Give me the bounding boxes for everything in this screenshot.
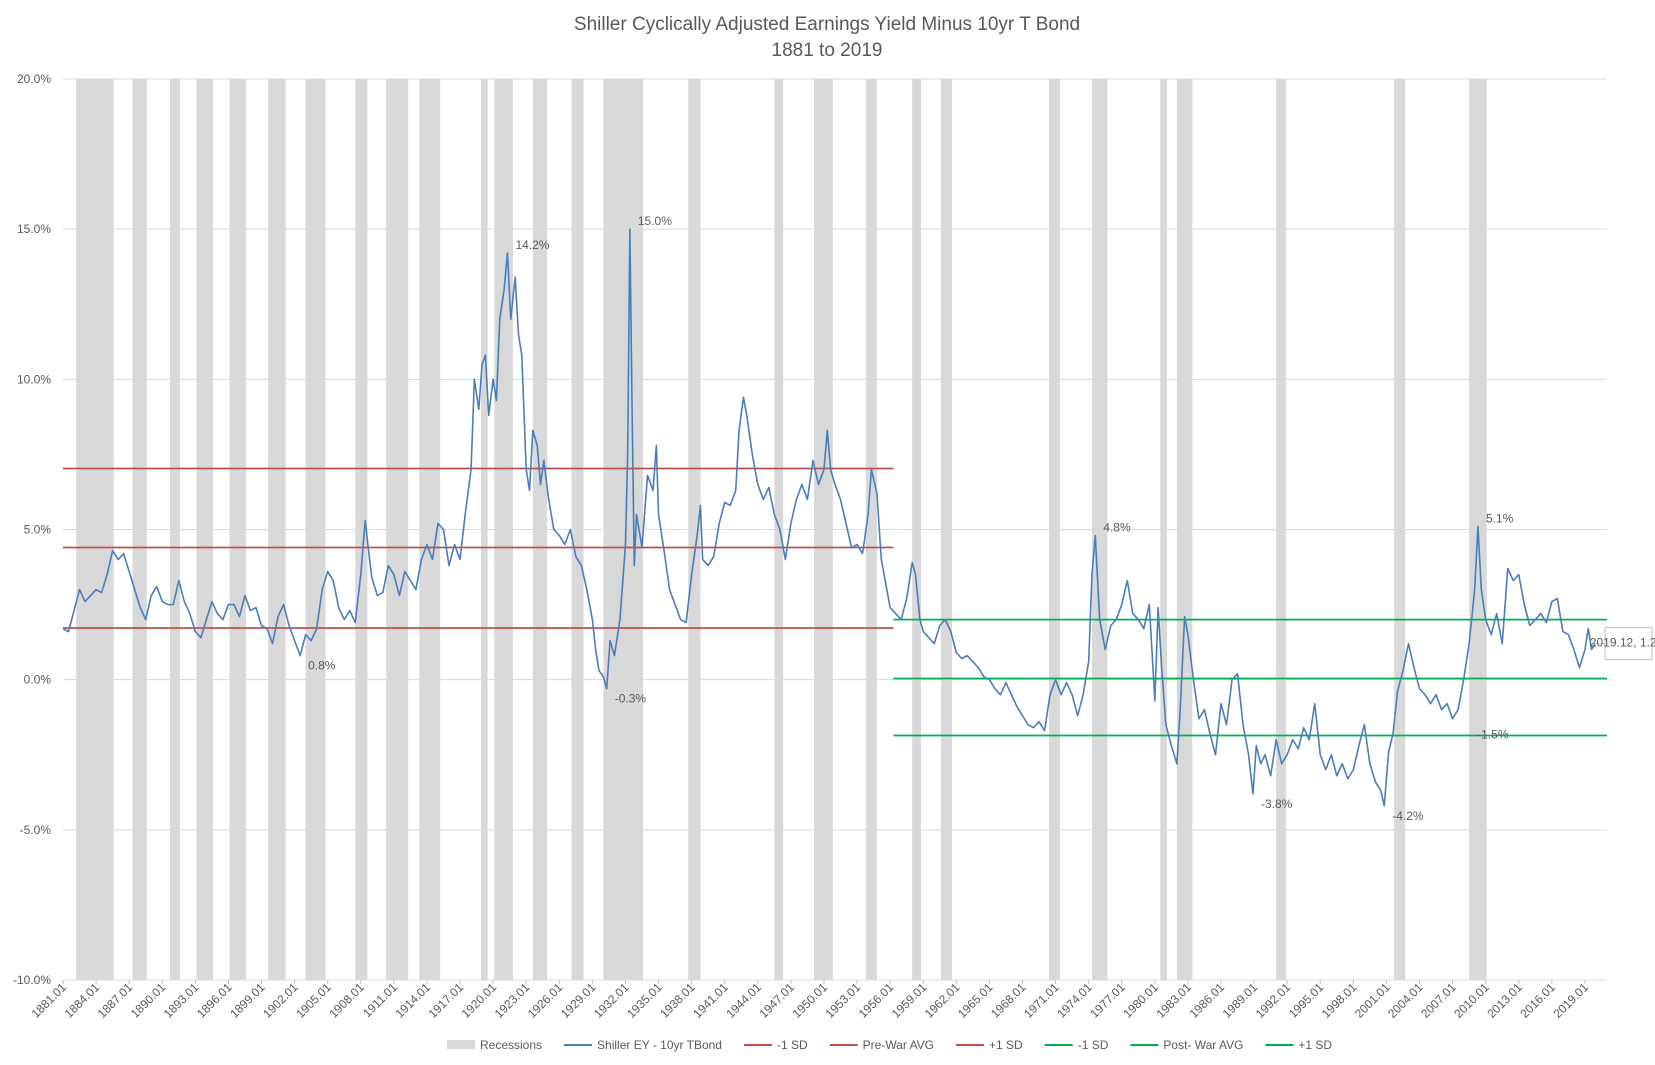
chart-title: Shiller Cyclically Adjusted Earnings Yie… [574, 14, 1080, 35]
x-tick-label: 1953.01 [823, 980, 864, 1021]
x-tick-label: 1914.01 [392, 980, 433, 1021]
x-tick-label: 1962.01 [922, 980, 963, 1021]
data-label: 14.2% [515, 238, 549, 252]
x-tick-label: 2013.01 [1484, 980, 1525, 1021]
x-tick-label: 1911.01 [360, 980, 400, 1020]
x-tick-label: 1896.01 [194, 980, 235, 1021]
data-label: -1.5% [1477, 728, 1509, 742]
x-tick-label: 1884.01 [62, 980, 103, 1021]
x-tick-label: 1941.01 [690, 980, 731, 1021]
y-tick-label: 10.0% [17, 372, 51, 386]
x-tick-label: 1902.01 [260, 980, 301, 1021]
y-tick-label: -5.0% [20, 823, 52, 837]
y-tick-label: 20.0% [17, 72, 51, 86]
x-tick-label: 1983.01 [1153, 980, 1194, 1021]
x-tick-label: 1995.01 [1286, 980, 1327, 1021]
x-tick-label: 2004.01 [1385, 980, 1426, 1021]
legend-label: Shiller EY - 10yr TBond [597, 1038, 722, 1052]
x-tick-label: 2001.01 [1352, 980, 1393, 1021]
x-tick-label: 1893.01 [161, 980, 202, 1021]
x-tick-label: 1932.01 [591, 980, 632, 1021]
x-tick-label: 2007.01 [1418, 980, 1459, 1021]
x-tick-label: 1950.01 [790, 980, 831, 1021]
x-tick-label: 1980.01 [1120, 980, 1161, 1021]
x-tick-label: 1965.01 [955, 980, 996, 1021]
x-tick-label: 1944.01 [723, 980, 764, 1021]
x-tick-label: 1917.01 [426, 980, 467, 1021]
x-tick-label: 1989.01 [1220, 980, 1261, 1021]
legend-label: Post- War AVG [1163, 1038, 1243, 1052]
x-tick-label: 1938.01 [657, 980, 698, 1021]
x-tick-label: 1935.01 [624, 980, 665, 1021]
x-tick-label: 1890.01 [128, 980, 169, 1021]
data-line [62, 228, 1596, 807]
grid-layer [62, 78, 1607, 984]
series-layer [62, 228, 1607, 807]
chart-subtitle: 1881 to 2019 [772, 40, 883, 61]
x-tick-label: 1899.01 [227, 980, 268, 1021]
x-tick-label: 1929.01 [558, 980, 599, 1021]
x-tick-label: 1992.01 [1253, 980, 1294, 1021]
x-tick-label: 1974.01 [1054, 980, 1095, 1021]
x-tick-label: 1956.01 [856, 980, 897, 1021]
x-tick-label: 1998.01 [1319, 980, 1360, 1021]
data-label: -4.2% [1392, 809, 1424, 823]
y-tick-label: 0.0% [24, 673, 52, 687]
legend: Recessions Shiller EY - 10yr TBond -1 SD Pr… [447, 1038, 1332, 1052]
x-tick-label: 1968.01 [988, 980, 1029, 1021]
x-tick-label: 1971.01 [1021, 980, 1062, 1021]
data-label: 4.8% [1103, 521, 1131, 535]
x-tick-label: 1926.01 [525, 980, 566, 1021]
x-tick-label: 1947.01 [756, 980, 797, 1021]
legend-label: +1 SD [989, 1038, 1023, 1052]
x-tick-label: 1977.01 [1087, 980, 1128, 1021]
x-tick-label: 2016.01 [1517, 980, 1558, 1021]
x-tick-label: 1920.01 [459, 980, 500, 1021]
legend-label: Recessions [480, 1038, 542, 1052]
legend-swatch [447, 1040, 475, 1049]
x-tick-label: 1905.01 [293, 980, 334, 1021]
x-tick-label: 1908.01 [326, 980, 367, 1021]
data-label: 15.0% [638, 214, 672, 228]
x-tick-label: 1887.01 [95, 980, 136, 1021]
legend-label: +1 SD [1298, 1038, 1332, 1052]
x-tick-label: 1959.01 [889, 980, 930, 1021]
y-tick-label: 5.0% [24, 523, 52, 537]
legend-label: -1 SD [777, 1038, 808, 1052]
label-layer: -10.0%-5.0%0.0%5.0%10.0%15.0%20.0%1881.0… [13, 72, 1655, 1052]
y-tick-label: 15.0% [17, 222, 51, 236]
callout-label: 2019.12, 1.2% [1590, 636, 1655, 650]
data-label: 5.1% [1486, 511, 1514, 525]
data-label: -0.3% [615, 692, 647, 706]
x-tick-label: 1986.01 [1187, 980, 1228, 1021]
legend-label: -1 SD [1078, 1038, 1109, 1052]
data-label: 0.8% [308, 659, 336, 673]
legend-label: Pre-War AVG [863, 1038, 934, 1052]
x-tick-label: 2019.01 [1550, 980, 1591, 1021]
callout-box [1604, 627, 1653, 661]
x-tick-label: 1923.01 [492, 980, 533, 1021]
x-tick-label: 2010.01 [1451, 980, 1492, 1021]
data-label: -3.8% [1261, 797, 1293, 811]
y-tick-label: -10.0% [13, 973, 51, 987]
